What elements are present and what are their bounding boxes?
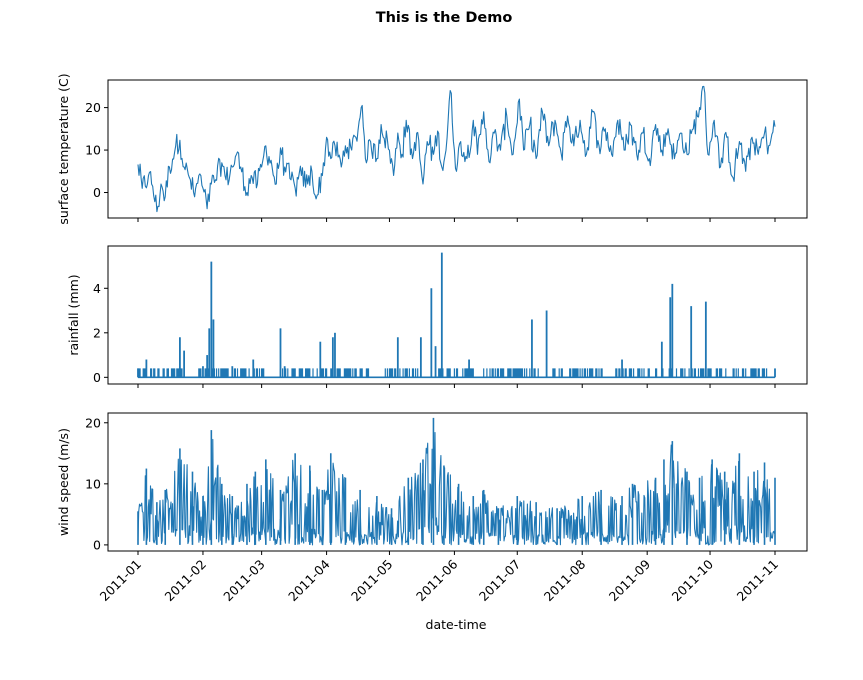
y-tick-label: 2 (93, 325, 101, 340)
y-tick-label: 0 (93, 537, 101, 552)
rainfall-axes-frame (107, 245, 808, 385)
temperature-axes-frame (107, 79, 808, 219)
chart-title: This is the Demo (376, 10, 513, 26)
temperature-series-line (137, 85, 776, 213)
wind-series-group (137, 417, 776, 546)
y-tick-label: 0 (93, 185, 101, 200)
temperature-y-axis-label: surface temperature (C) (56, 73, 71, 224)
rainfall-series-group (137, 252, 776, 379)
rainfall-y-axis-label: rainfall (mm) (66, 274, 81, 355)
wind-y-axis-label: wind speed (m/s) (56, 428, 71, 536)
temperature-panel: 0 10 20 surface temperature (C) (56, 73, 808, 225)
x-axis-label: date-time (426, 617, 487, 632)
y-tick-label: 20 (85, 100, 101, 115)
y-tick-label: 10 (85, 143, 101, 158)
wind-axes-frame (107, 412, 808, 552)
temperature-series-group (137, 85, 776, 213)
y-tick-label: 20 (85, 415, 101, 430)
y-tick-label: 4 (93, 281, 101, 296)
wind-panel: 0 10 20 wind speed (m/s) (56, 412, 808, 555)
rainfall-panel: 0 2 4 rainfall (mm) (66, 245, 808, 388)
y-tick-label: 10 (85, 476, 101, 491)
y-tick-label: 0 (93, 370, 101, 385)
wind-series-line (137, 432, 776, 546)
